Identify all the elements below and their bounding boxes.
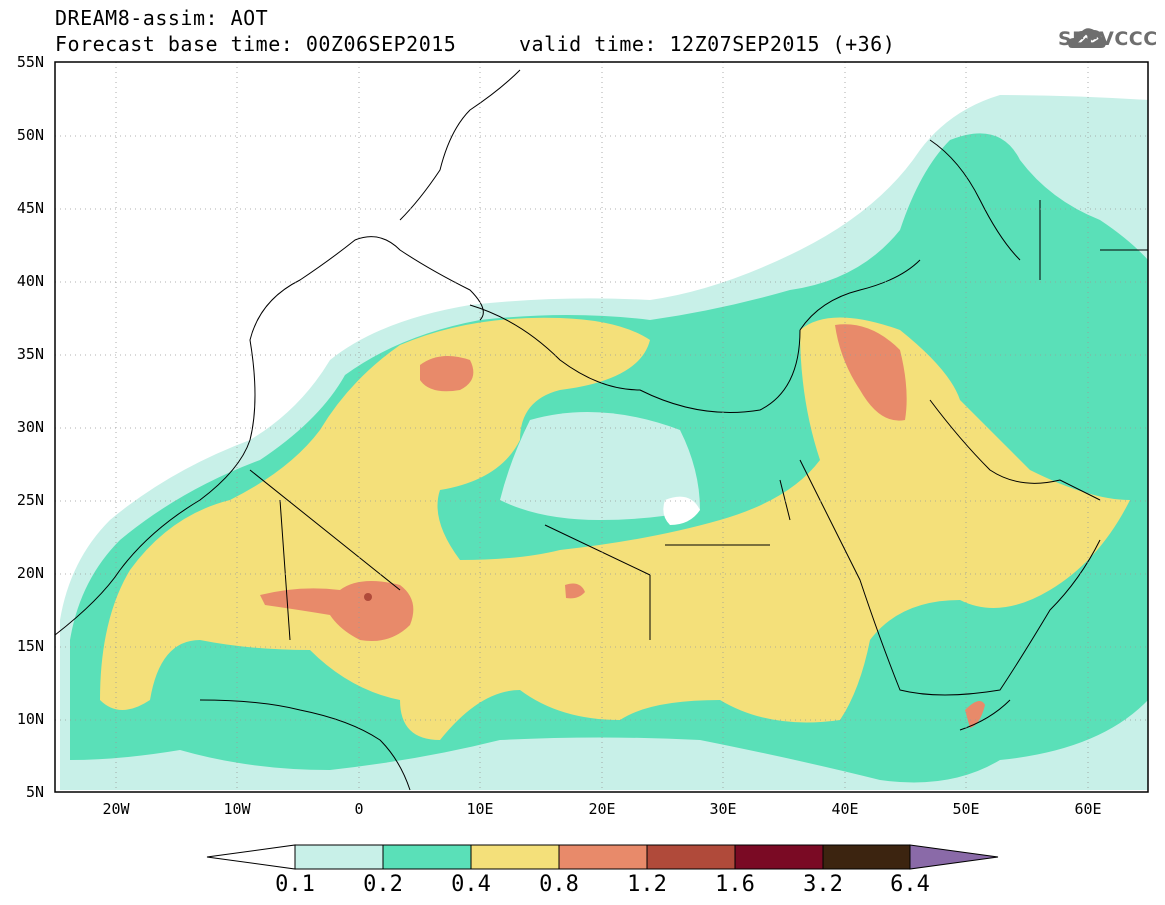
lat-label-50n: 50N	[16, 126, 44, 144]
colorbar-label-1.2: 1.2	[627, 872, 667, 897]
colorbar-label-1.6: 1.6	[715, 872, 755, 897]
lon-label-40e: 40E	[831, 800, 859, 818]
lon-label-60e: 60E	[1074, 800, 1102, 818]
lat-label-55n: 55N	[16, 53, 44, 71]
lat-label-40n: 40N	[16, 272, 44, 290]
colorbar-swatch-under	[206, 844, 296, 870]
aot-level-0.8-algeria	[420, 356, 474, 392]
map-frame	[54, 61, 1149, 793]
lat-label-15n: 15N	[16, 637, 44, 655]
colorbar-swatch-0.1	[294, 844, 384, 870]
colorbar-swatch-0.2	[382, 844, 472, 870]
aot-level-0.8-iraq	[835, 324, 907, 421]
lat-label-35n: 35N	[16, 345, 44, 363]
colorbar-label-0.8: 0.8	[539, 872, 579, 897]
colorbar-swatch-over	[909, 844, 999, 870]
aot-clear-region-egypt	[663, 496, 700, 525]
lon-label-50e: 50E	[952, 800, 980, 818]
colorbar-swatch-0.4	[470, 844, 560, 870]
lon-label-30e: 30E	[709, 800, 737, 818]
colorbar-label-0.2: 0.2	[363, 872, 403, 897]
colorbar	[206, 844, 999, 870]
lat-label-20n: 20N	[16, 564, 44, 582]
aot-shading	[60, 95, 1148, 790]
lon-label-0: 0	[354, 800, 364, 818]
forecast-time-subtitle: Forecast base time: 00Z06SEP2015 valid t…	[55, 32, 896, 56]
colorbar-swatch-1.2	[646, 844, 736, 870]
aot-level-0.8-chad	[565, 583, 585, 599]
lon-label-10w: 10W	[223, 800, 251, 818]
lon-label-20w: 20W	[102, 800, 130, 818]
aot-low-region-libya	[500, 412, 700, 520]
colorbar-label-0.1: 0.1	[275, 872, 315, 897]
aot-level-1.2-mali	[364, 593, 372, 601]
colorbar-label-0.4: 0.4	[451, 872, 491, 897]
colorbar-swatch-0.8	[558, 844, 648, 870]
aot-level-0.8-somalia	[965, 701, 985, 728]
colorbar-swatch-3.2	[822, 844, 911, 870]
colorbar-label-3.2: 3.2	[803, 872, 843, 897]
colorbar-label-6.4: 6.4	[890, 872, 930, 897]
cloud-logo-icon	[1068, 28, 1106, 48]
lon-label-10e: 10E	[466, 800, 494, 818]
lon-label-20e: 20E	[588, 800, 616, 818]
chart-title: DREAM8-assim: AOT	[55, 6, 269, 30]
lat-label-25n: 25N	[16, 491, 44, 509]
aot-level-0.8-mali	[260, 581, 414, 641]
lat-label-5n: 5N	[25, 783, 44, 801]
colorbar-swatch-1.6	[734, 844, 824, 870]
coastlines	[55, 69, 1148, 791]
lat-label-45n: 45N	[16, 199, 44, 217]
lat-label-10n: 10N	[16, 710, 44, 728]
lat-label-30n: 30N	[16, 418, 44, 436]
logo-text: SEEVCCC	[1058, 28, 1158, 50]
grid-lines	[55, 62, 1148, 792]
